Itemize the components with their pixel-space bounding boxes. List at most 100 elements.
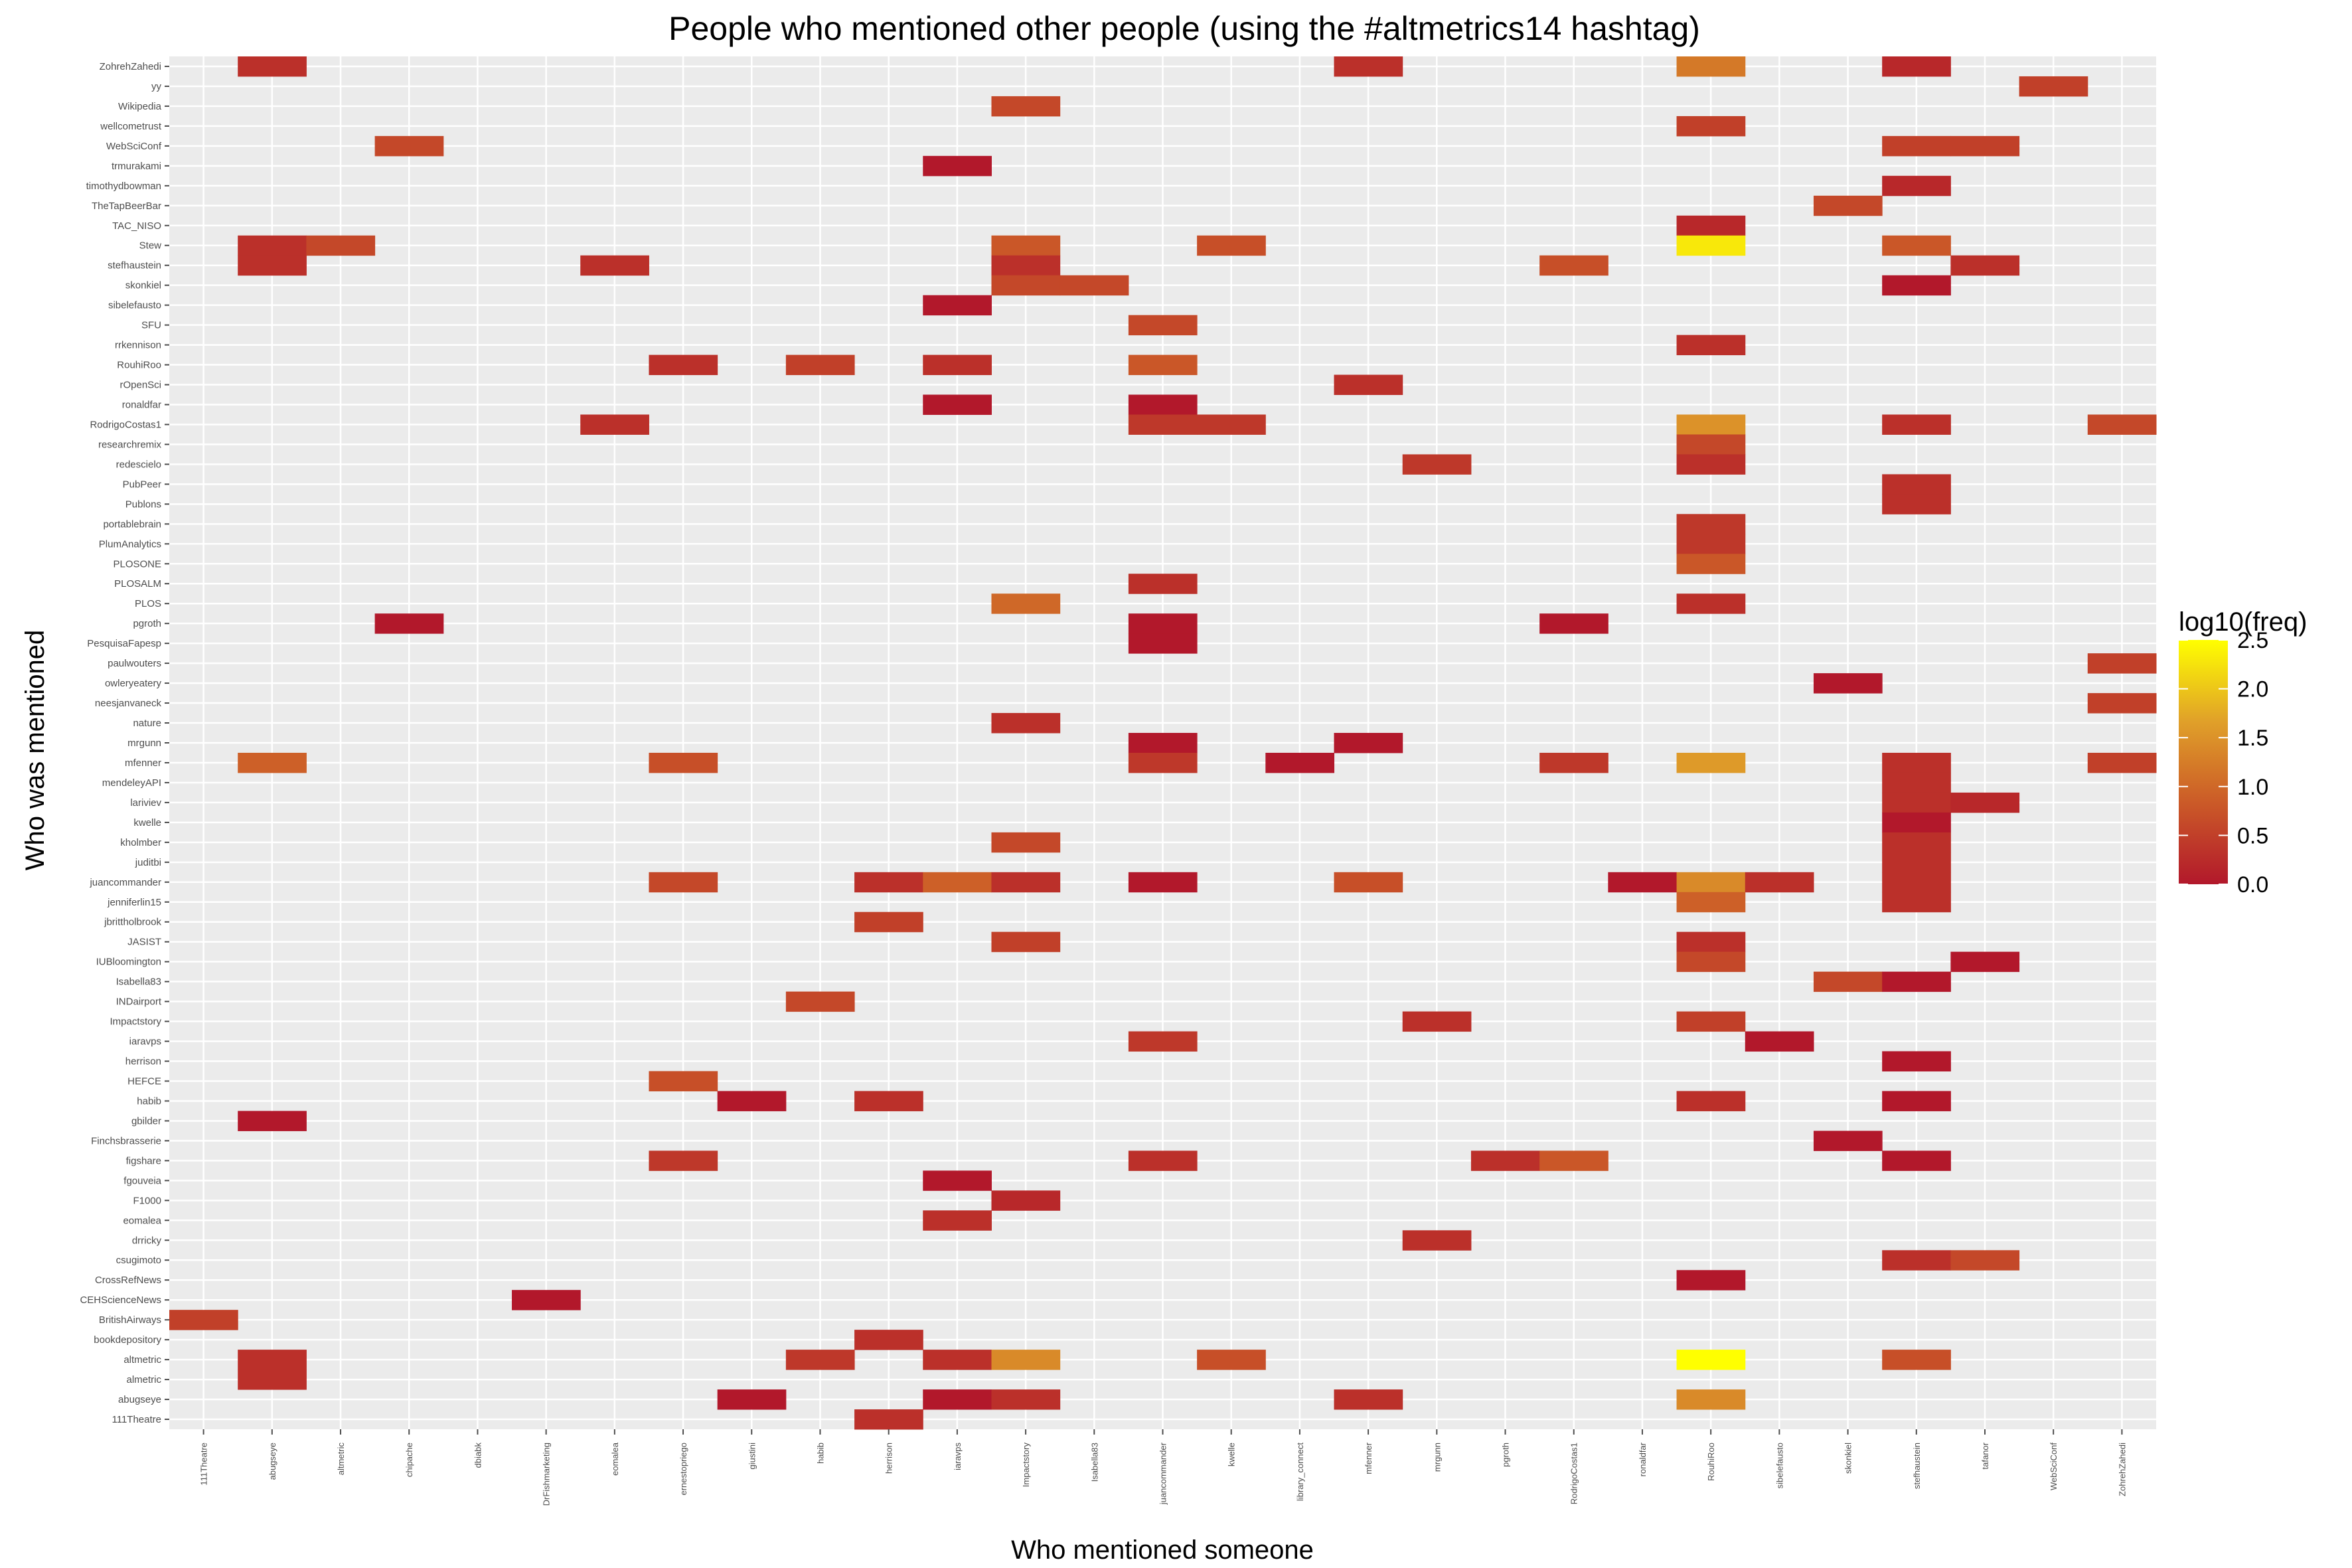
heatmap-cell (1676, 1011, 1746, 1032)
x-tick-label: herrison (884, 1443, 894, 1474)
y-tick-label: Stew (139, 240, 162, 252)
heatmap-cell (991, 1350, 1061, 1370)
legend-tick-labels: 2.5 2.0 1.5 1.0 0.5 0.0 (2179, 628, 2268, 898)
heatmap-cell (374, 613, 444, 634)
heatmap-cell (1882, 135, 1951, 157)
heatmap-cell (785, 991, 855, 1012)
y-tick-label: PLOS (135, 598, 161, 609)
heatmap-cell (1882, 56, 1951, 77)
heatmap-cell (991, 931, 1061, 953)
heatmap-cell (1470, 1150, 1540, 1171)
heatmap-cell (1950, 255, 2020, 276)
y-tick-label: mendeleyAPI (102, 777, 161, 789)
heatmap-cells (169, 56, 2157, 1430)
heatmap-cell (1128, 613, 1198, 634)
heatmap-cell (1676, 554, 1746, 574)
heatmap-cell (854, 1091, 923, 1111)
heatmap-cell (854, 872, 923, 893)
heatmap-cell (1813, 673, 1883, 694)
heatmap-cell (1676, 1091, 1746, 1111)
heatmap-cell (1676, 414, 1746, 435)
heatmap-cell (991, 713, 1061, 734)
x-tick-label: mrgunn (1432, 1443, 1442, 1472)
heatmap-cell (580, 255, 649, 276)
heatmap-cell (1402, 1011, 1472, 1032)
heatmap-cell (1539, 613, 1608, 634)
heatmap-cell (717, 1389, 787, 1410)
heatmap-cell (1882, 792, 1951, 813)
heatmap-cell (717, 1091, 787, 1111)
y-tick-label: IUBloomington (96, 957, 161, 968)
y-tick-label: altmetric (123, 1354, 161, 1366)
y-tick-label: BritishAirways (99, 1314, 161, 1326)
y-tick-label: pgroth (133, 618, 161, 629)
y-tick-label: CEHScienceNews (80, 1294, 161, 1306)
heatmap-cell (1813, 195, 1883, 216)
x-tick-label: WebSciConf (2049, 1443, 2059, 1490)
y-tick-label: TheTapBeerBar (92, 200, 161, 212)
heatmap-cell (238, 752, 307, 773)
y-tick-label: nature (133, 718, 161, 729)
heatmap-cell (649, 354, 718, 376)
y-tick-label: herrison (125, 1056, 161, 1067)
heatmap-cell (923, 1210, 992, 1231)
x-tick-label: RodrigoCostas1 (1569, 1443, 1579, 1504)
heatmap-cell (1950, 792, 2020, 813)
heatmap-cell (1334, 56, 1403, 77)
legend-tick-label: 1.5 (2237, 726, 2268, 751)
heatmap-cell (1882, 832, 1951, 853)
heatmap-cell (1334, 733, 1403, 753)
heatmap-cell (1676, 235, 1746, 256)
x-tick-label: mfenner (1364, 1442, 1373, 1474)
heatmap-cell (1882, 852, 1951, 873)
y-tick-label: figshare (126, 1155, 161, 1166)
heatmap-cell (1676, 892, 1746, 913)
heatmap-cell (854, 1330, 923, 1350)
heatmap-cell (1745, 872, 1814, 893)
heatmap-cell (1676, 931, 1746, 953)
y-axis-tick-labels: 111Theatre abugseye almetric altmetric bookd… (80, 61, 169, 1425)
y-tick-label: csugimoto (116, 1255, 161, 1266)
heatmap-cell (2019, 76, 2088, 97)
heatmap-cell (923, 394, 992, 415)
y-tick-label: PLOSALM (114, 578, 161, 589)
x-tick-label: DrFishmarketing (542, 1443, 552, 1506)
heatmap-cell (1676, 752, 1746, 773)
y-tick-label: juditbi (135, 857, 161, 868)
y-tick-label: bookdepository (94, 1334, 161, 1346)
heatmap-cell (1334, 374, 1403, 396)
y-tick-label: rOpenSci (119, 380, 161, 391)
heatmap-cell (1128, 1031, 1198, 1052)
heatmap-cell (923, 354, 992, 376)
heatmap-cell (1882, 752, 1951, 773)
y-tick-label: researchremix (98, 439, 162, 450)
heatmap-cell (1882, 1150, 1951, 1171)
y-tick-label: jbrittholbrook (104, 917, 161, 928)
x-tick-label: habib (815, 1443, 825, 1464)
x-tick-label: stefhaustein (1912, 1443, 1922, 1489)
y-tick-label: ZohrehZahedi (100, 61, 161, 72)
x-tick-label: altmetric (336, 1443, 346, 1476)
heatmap-cell (1950, 135, 2020, 157)
heatmap-cell (649, 872, 718, 893)
y-tick-label: kwelle (133, 817, 161, 828)
heatmap-cell (1882, 1350, 1951, 1370)
heatmap-cell (1882, 175, 1951, 196)
heatmap-cell (1676, 534, 1746, 554)
heatmap-cell (991, 593, 1061, 614)
heatmap-cell (238, 1370, 307, 1390)
heatmap-cell (991, 1389, 1061, 1410)
y-tick-label: Isabella83 (116, 977, 161, 988)
heatmap-cell (1882, 414, 1951, 435)
heatmap-cell (1882, 1250, 1951, 1271)
x-tick-label: iaravps (953, 1443, 963, 1470)
y-tick-label: owleryeatery (105, 678, 162, 689)
y-tick-label: INDairport (116, 996, 162, 1008)
heatmap-cell (1676, 434, 1746, 455)
heatmap-cell (923, 295, 992, 316)
y-tick-label: portablebrain (103, 518, 161, 530)
heatmap-cell (1676, 1270, 1746, 1291)
y-tick-label: kholmber (120, 837, 161, 848)
heatmap-cell (1128, 872, 1198, 893)
